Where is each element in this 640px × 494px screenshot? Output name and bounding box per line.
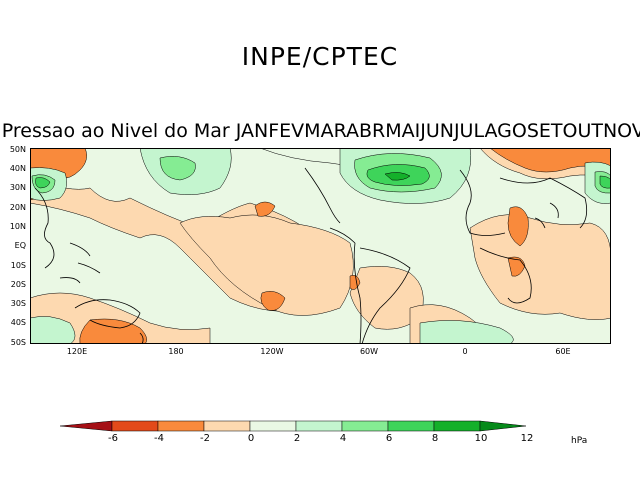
colorbar-swatch <box>341 420 389 432</box>
lon-label: 180 <box>168 347 184 356</box>
lat-label: 10S <box>10 261 26 270</box>
coastlines <box>34 167 588 344</box>
lat-label: 10N <box>9 222 26 231</box>
colorbar-swatch <box>295 420 343 432</box>
colorbar-swatch <box>249 420 297 432</box>
colorbar-label: 2 <box>293 433 301 444</box>
map-title: INPE/CPTEC <box>241 42 399 71</box>
colorbar-swatch <box>111 420 159 432</box>
colorbar-arrow-high <box>479 420 527 432</box>
colorbar-label: -4 <box>154 433 164 444</box>
positive-anomaly-core <box>384 172 411 181</box>
lat-label: 40S <box>10 318 26 327</box>
colorbar-label: 10 <box>474 433 488 444</box>
colorbar-label: 6 <box>385 433 393 444</box>
lat-label: 40N <box>9 164 26 173</box>
lat-label: 50N <box>9 145 26 154</box>
colorbar-arrow-low <box>60 420 113 432</box>
colorbar-label: -2 <box>200 433 210 444</box>
colorbar-swatch <box>433 420 481 432</box>
anomaly-map <box>30 148 611 344</box>
lon-label: 60E <box>555 347 571 356</box>
colorbar-unit: hPa <box>571 436 588 446</box>
lat-label: 30S <box>10 299 26 308</box>
colorbar-label: 4 <box>339 433 347 444</box>
colorbar-swatch <box>157 420 205 432</box>
map-subtitle: de Pressao ao Nivel do Mar JANFEVMARABRM… <box>0 120 640 142</box>
map-border <box>30 148 611 344</box>
lon-label: 120W <box>260 347 284 356</box>
lat-label: 50S <box>10 338 26 347</box>
colorbar-swatch <box>203 420 251 432</box>
lon-label: 60W <box>359 347 379 356</box>
lat-label: 30N <box>9 183 26 192</box>
lon-label: 0 <box>462 347 468 356</box>
colorbar-swatch <box>387 420 435 432</box>
colorbar-label: 0 <box>247 433 255 444</box>
lat-label: 20S <box>10 280 26 289</box>
colorbar-label: 12 <box>520 433 534 444</box>
colorbar-label: -6 <box>108 433 118 444</box>
colorbar-label: 8 <box>431 433 439 444</box>
lon-label: 120E <box>66 347 88 356</box>
lat-label: 20N <box>9 203 26 212</box>
lat-label: EQ <box>14 241 26 250</box>
colorbar <box>60 420 527 432</box>
